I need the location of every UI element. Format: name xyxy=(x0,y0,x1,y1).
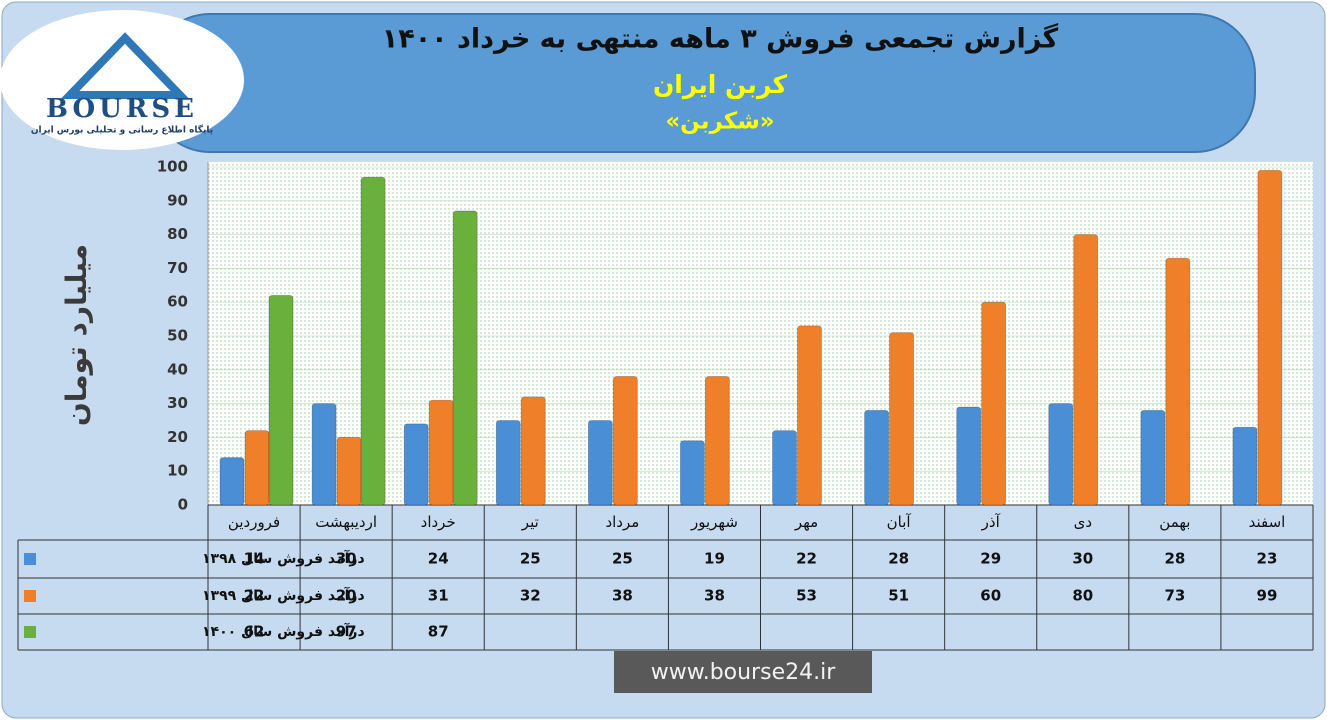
table-value: 29 xyxy=(980,550,1001,568)
y-tick-label: 60 xyxy=(167,293,188,311)
logo-mark xyxy=(60,32,190,99)
table-value: 73 xyxy=(1164,587,1185,605)
y-tick-label: 50 xyxy=(167,327,188,345)
bar xyxy=(956,406,982,506)
table-value: 38 xyxy=(704,587,725,605)
website: www.bourse24.ir xyxy=(651,660,836,685)
y-tick-label: 0 xyxy=(178,496,188,514)
x-tick-label: فروردین xyxy=(228,513,280,531)
bar xyxy=(772,430,797,506)
logo-bg xyxy=(0,10,244,150)
chart-title: گزارش تجمعی فروش ۳ ماهه منتهی به خرداد ۱… xyxy=(382,23,1059,55)
bar xyxy=(452,210,478,506)
x-tick-label: مهر xyxy=(794,513,818,531)
x-tick-label: تیر xyxy=(521,513,539,531)
table-value: 28 xyxy=(888,550,909,568)
x-tick-label: آبان xyxy=(887,513,912,531)
table-value: 23 xyxy=(1257,550,1278,568)
table-value: 20 xyxy=(336,587,357,605)
chart-subtitle: کربن ایران xyxy=(653,70,788,100)
x-tick-label: دی xyxy=(1074,513,1092,531)
logo-caption: پایگاه اطلاع رسانی و تحلیلی بورس ایران xyxy=(31,124,213,136)
legend-swatch xyxy=(24,553,36,565)
bar xyxy=(1165,257,1191,506)
logo-text: BOURSE xyxy=(46,94,198,124)
x-tick-label: مرداد xyxy=(605,513,639,531)
table-value: 31 xyxy=(428,587,449,605)
table-value: 30 xyxy=(336,550,357,568)
table-value: 25 xyxy=(612,550,633,568)
table-value: 30 xyxy=(1072,550,1093,568)
y-axis-label: میلیارد تومان xyxy=(60,244,93,426)
table-value: 22 xyxy=(244,587,265,605)
bar xyxy=(336,436,362,506)
table-value: 19 xyxy=(704,550,725,568)
table-value: 60 xyxy=(980,587,1001,605)
bar xyxy=(889,332,914,506)
x-tick-label: اسفند xyxy=(1249,513,1286,531)
table-value: 14 xyxy=(244,550,265,568)
y-tick-label: 10 xyxy=(167,462,188,480)
y-tick-label: 80 xyxy=(167,225,188,243)
website-box xyxy=(614,651,872,693)
bar xyxy=(612,376,638,506)
y-tick-label: 100 xyxy=(157,158,188,176)
symbol: «شکربن» xyxy=(665,109,774,135)
legend-swatch xyxy=(24,626,36,638)
bar xyxy=(680,440,705,506)
table-value: 22 xyxy=(796,550,817,568)
table-value: 24 xyxy=(428,550,449,568)
x-tick-label: خرداد xyxy=(421,513,456,531)
x-tick-label: آذر xyxy=(981,513,1001,531)
bar xyxy=(311,403,337,506)
bar xyxy=(520,396,546,506)
y-tick-label: 90 xyxy=(167,191,188,209)
table-value: 32 xyxy=(520,587,541,605)
bar xyxy=(797,325,822,506)
y-tick-label: 70 xyxy=(167,259,188,277)
legend-swatch xyxy=(24,590,36,602)
table-value: 25 xyxy=(520,550,541,568)
legend-label: درآمد فروش سال ۱۴۰۰ xyxy=(202,622,365,640)
table-value: 53 xyxy=(796,587,817,605)
bar xyxy=(268,295,294,506)
bar xyxy=(705,376,730,506)
y-tick-label: 20 xyxy=(167,428,188,446)
plot-area xyxy=(208,162,1313,505)
x-tick-label: بهمن xyxy=(1159,513,1190,531)
table-value: 51 xyxy=(888,587,909,605)
bar xyxy=(587,420,613,506)
table-value: 28 xyxy=(1164,550,1185,568)
bar xyxy=(864,409,889,506)
bar xyxy=(1140,409,1166,506)
table-value: 97 xyxy=(336,623,357,641)
bar xyxy=(403,423,429,506)
y-tick-label: 30 xyxy=(167,394,188,412)
bar xyxy=(1048,403,1074,506)
bar xyxy=(495,420,521,506)
table-value: 38 xyxy=(612,587,633,605)
bar xyxy=(219,457,245,506)
bar xyxy=(981,301,1007,506)
bar xyxy=(244,430,270,506)
bar xyxy=(1232,426,1258,506)
bar xyxy=(1073,234,1099,506)
table-value: 87 xyxy=(428,623,449,641)
legend-label: درآمد فروش سال ۱۳۹۹ xyxy=(202,586,365,604)
bar xyxy=(360,176,386,506)
bar xyxy=(428,399,454,506)
table-value: 80 xyxy=(1072,587,1093,605)
table-value: 62 xyxy=(244,623,265,641)
x-tick-label: اردیبهشت xyxy=(315,513,377,531)
x-tick-label: شهریور xyxy=(690,513,738,531)
y-tick-label: 40 xyxy=(167,360,188,378)
bar xyxy=(1257,169,1283,506)
table-value: 99 xyxy=(1257,587,1278,605)
legend-label: درآمد فروش سال ۱۳۹۸ xyxy=(202,549,365,567)
